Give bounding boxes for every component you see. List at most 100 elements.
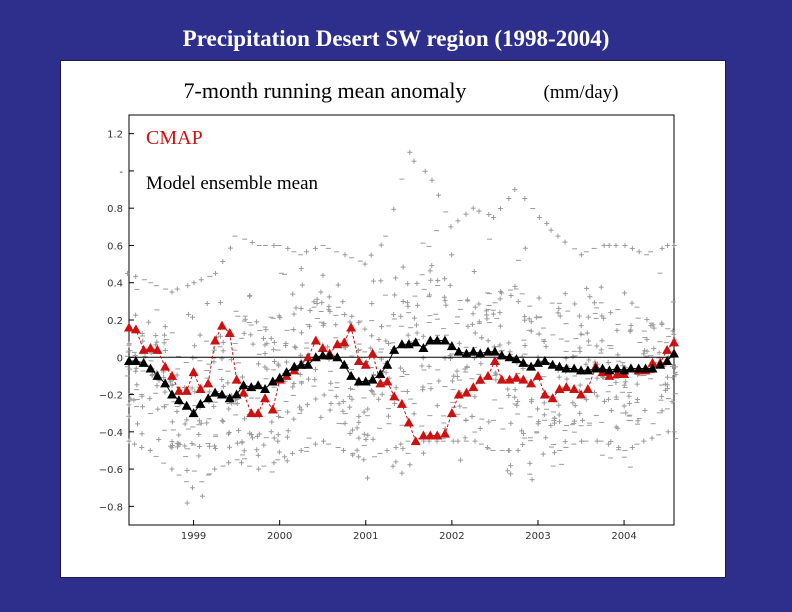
model-point [590, 363, 601, 373]
plot-area [128, 114, 675, 526]
model-point [432, 335, 443, 345]
cmap-point [396, 398, 407, 408]
cmap-point [511, 372, 522, 382]
cmap-point [669, 337, 679, 347]
cmap-point [576, 389, 587, 399]
model-point [612, 363, 623, 373]
model-point [489, 346, 500, 356]
cmap-point [267, 404, 278, 414]
x-tick-label: 1999 [181, 531, 206, 542]
cmap-point [539, 389, 550, 399]
cmap-point [496, 374, 507, 384]
model-point [669, 348, 679, 358]
model-point [160, 378, 171, 388]
cmap-point [453, 389, 464, 399]
cmap-point [518, 374, 529, 384]
chart: 7-month running mean anomaly (mm/day) 1.… [99, 78, 679, 542]
cmap-point [604, 370, 615, 380]
model-point [554, 361, 565, 371]
y-tick-label: −0.8 [99, 502, 123, 513]
cmap-point [360, 359, 371, 369]
model-point [173, 395, 184, 405]
x-axis: 1999 2000 2001 2002 2003 2004 [181, 520, 637, 542]
cmap-point [647, 357, 658, 367]
cmap-point [231, 374, 242, 384]
cmap-point [210, 335, 221, 345]
cmap-point [203, 378, 214, 388]
model-point [633, 363, 644, 373]
cmap-point [418, 430, 429, 440]
cmap-point [173, 385, 184, 395]
model-point [389, 344, 400, 354]
model-point [367, 374, 378, 384]
cmap-point [253, 408, 264, 418]
model-point [496, 350, 507, 360]
model-point [526, 361, 537, 371]
cmap-point [425, 430, 436, 440]
cmap-point [124, 322, 134, 332]
model-point [353, 376, 364, 386]
legend-model: Model ensemble mean [146, 173, 319, 194]
model-point [253, 380, 264, 390]
cmap-point [547, 393, 558, 403]
model-point [152, 370, 163, 380]
cmap-point [526, 378, 537, 388]
model-point [346, 370, 357, 380]
model-point [604, 365, 615, 375]
model-point [332, 352, 343, 362]
model-point [130, 356, 141, 365]
chart-panel: 7-month running mean anomaly (mm/day) 1.… [60, 60, 726, 578]
model-point [561, 363, 572, 373]
cmap-point [130, 324, 141, 334]
model-point [504, 352, 515, 362]
model-point [231, 389, 242, 399]
x-tick-label: 2004 [611, 531, 636, 542]
x-tick-label: 2003 [525, 531, 550, 542]
model-point [539, 356, 550, 365]
model-point [274, 372, 285, 382]
cmap-point [532, 370, 543, 380]
y-tick-label: 0.2 [107, 316, 123, 327]
model-point [453, 346, 464, 356]
model-point [410, 337, 421, 347]
y-tick-label: −0.2 [99, 391, 123, 402]
model-point [281, 367, 292, 377]
model-point [511, 354, 522, 364]
model-point [576, 365, 587, 375]
model-point [181, 400, 192, 410]
y-tick-label: 0.4 [107, 279, 123, 290]
cmap-point [367, 348, 378, 358]
cmap-point [260, 393, 271, 403]
cmap-point [569, 383, 580, 393]
cmap-point [160, 361, 171, 371]
cmap-point [489, 356, 500, 365]
model-point [483, 346, 494, 356]
model-point [210, 387, 221, 397]
model-point [425, 335, 436, 345]
cmap-point [432, 430, 443, 440]
cmap-point [662, 344, 673, 354]
chart-title: 7-month running mean anomaly [184, 78, 467, 103]
cmap-point [475, 374, 486, 384]
cmap-point [461, 387, 472, 397]
cmap-point [483, 370, 494, 380]
y-tick-label: 0.8 [107, 204, 123, 215]
model-point [224, 393, 235, 403]
y-tick-label: 1.2 [107, 130, 123, 141]
cmap-point [561, 382, 572, 392]
model-point [324, 350, 335, 360]
model-point [188, 408, 199, 418]
model-point [640, 363, 651, 373]
legend-cmap: CMAP [146, 127, 203, 149]
y-tick-label: 0 [117, 353, 123, 364]
cmap-point [167, 370, 178, 380]
cmap-point [403, 417, 414, 427]
y-tick-label: 0.6 [107, 241, 123, 252]
model-point [303, 359, 314, 369]
cmap-point [188, 367, 199, 377]
model-point [296, 359, 307, 369]
model-point [625, 363, 636, 373]
model-point [260, 383, 271, 393]
cmap-point [181, 385, 192, 395]
y-tick-label: −0.6 [99, 465, 123, 476]
